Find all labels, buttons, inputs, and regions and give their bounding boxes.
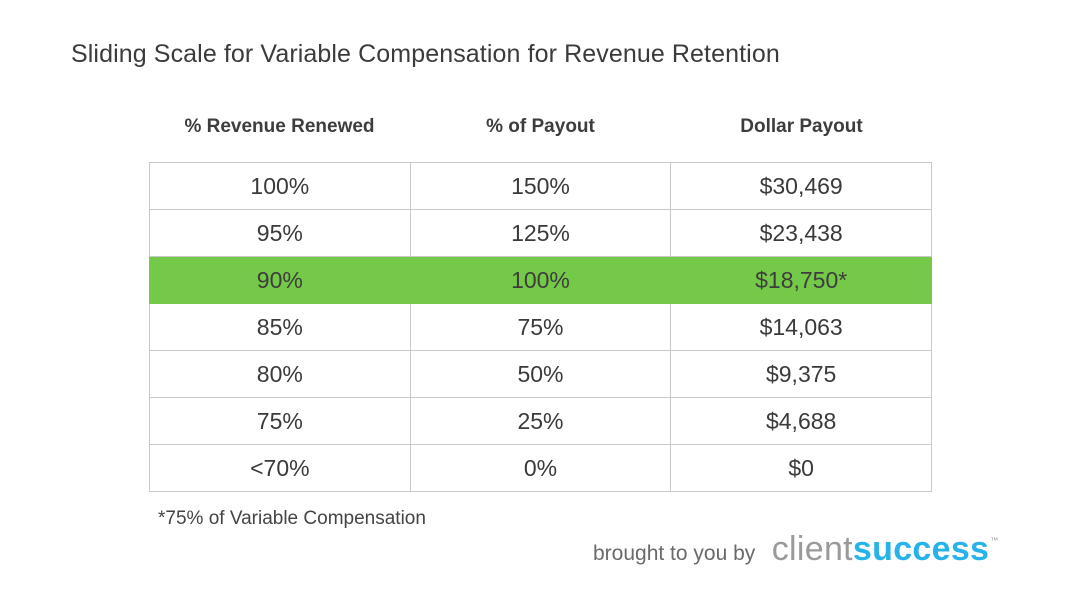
revenue-renewed-cell: 75% <box>149 397 411 445</box>
payout-table: 100% 150% $30,469 95% 125% $23,438 90% 1… <box>149 162 932 492</box>
dollar-payout-cell: $14,063 <box>670 303 932 351</box>
dollar-payout-cell: $0 <box>670 444 932 492</box>
table-row-highlighted: 90% 100% $18,750* <box>149 256 932 304</box>
trademark-symbol: ™ <box>990 536 999 545</box>
percent-payout-cell: 150% <box>409 162 672 210</box>
logo-part-success: success <box>852 530 990 568</box>
table-row: 85% 75% $14,063 <box>149 303 932 351</box>
table-row: 75% 25% $4,688 <box>149 397 932 445</box>
revenue-renewed-cell: 85% <box>149 303 411 351</box>
percent-payout-cell: 25% <box>409 397 672 445</box>
table-header-row: % Revenue Renewed % of Payout Dollar Pay… <box>149 116 932 144</box>
dollar-payout-cell: $9,375 <box>670 350 932 398</box>
revenue-renewed-cell: 100% <box>149 162 411 210</box>
revenue-renewed-cell: 90% <box>149 256 411 304</box>
table-row: <70% 0% $0 <box>149 444 932 492</box>
clientsuccess-logo: clientsuccess™ <box>772 530 999 568</box>
branding: brought to you by clientsuccess™ <box>593 530 999 574</box>
dollar-payout-cell: $4,688 <box>670 397 932 445</box>
logo-part-client: client <box>771 530 853 568</box>
dollar-payout-cell: $30,469 <box>670 162 932 210</box>
branding-lead-text: brought to you by <box>593 542 756 565</box>
revenue-renewed-cell: 80% <box>149 350 411 398</box>
table-row: 95% 125% $23,438 <box>149 209 932 257</box>
footnote: *75% of Variable Compensation <box>158 508 426 529</box>
percent-payout-cell: 100% <box>409 256 672 304</box>
percent-payout-cell: 50% <box>409 350 672 398</box>
table-row: 100% 150% $30,469 <box>149 162 932 210</box>
percent-payout-cell: 0% <box>409 444 672 492</box>
column-header-revenue-renewed: % Revenue Renewed <box>184 116 375 137</box>
table-row: 80% 50% $9,375 <box>149 350 932 398</box>
revenue-renewed-cell: <70% <box>149 444 411 492</box>
percent-payout-cell: 75% <box>409 303 672 351</box>
column-header-percent-payout: % of Payout <box>486 116 595 137</box>
chart-title: Sliding Scale for Variable Compensation … <box>71 40 780 68</box>
revenue-renewed-cell: 95% <box>149 209 411 257</box>
percent-payout-cell: 125% <box>409 209 672 257</box>
dollar-payout-cell: $18,750* <box>670 256 932 304</box>
dollar-payout-cell: $23,438 <box>670 209 932 257</box>
column-header-dollar-payout: Dollar Payout <box>740 116 863 137</box>
